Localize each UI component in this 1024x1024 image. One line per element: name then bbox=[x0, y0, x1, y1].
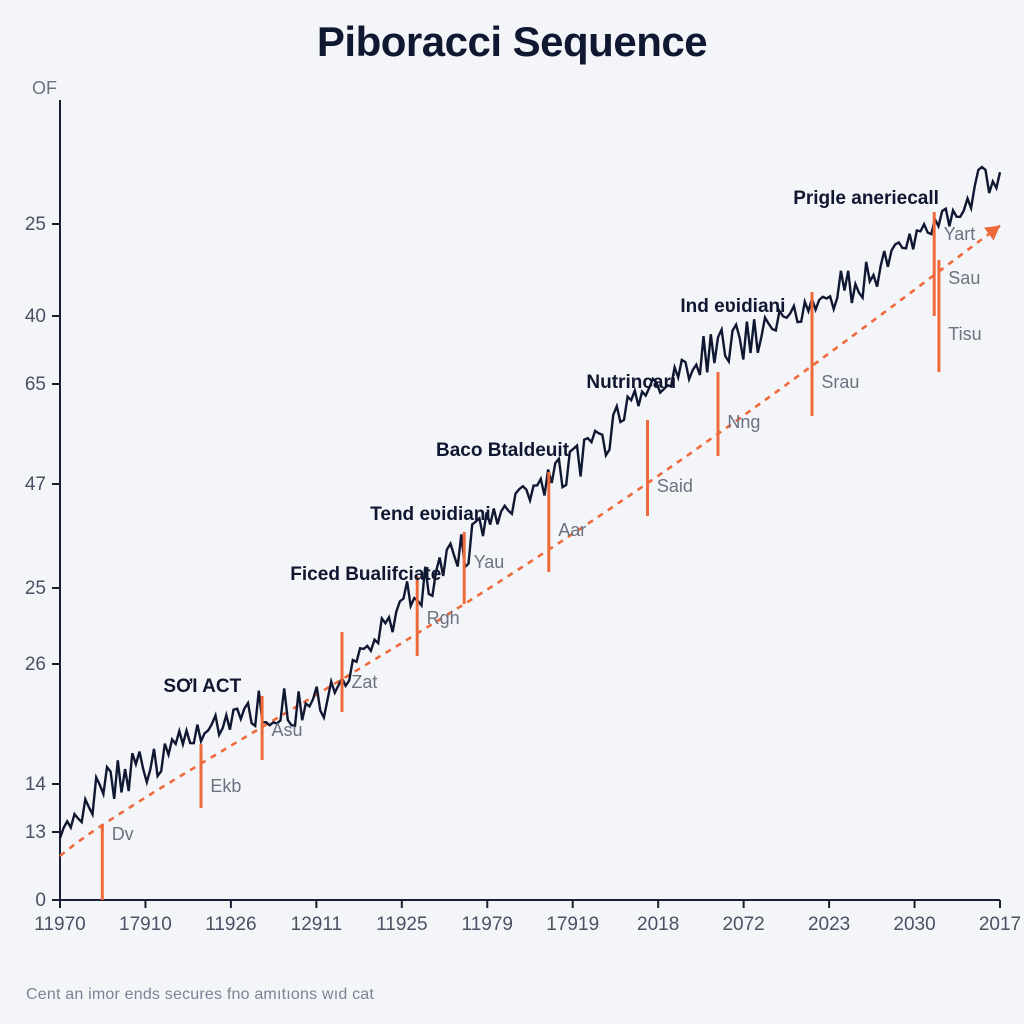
y-tick: 26 bbox=[25, 654, 46, 675]
x-tick: 2018 bbox=[637, 914, 679, 935]
x-tick: 11970 bbox=[34, 914, 85, 935]
marker-label: Nng bbox=[727, 412, 760, 432]
y-tick: 0 bbox=[35, 890, 46, 911]
marker-label: Said bbox=[657, 476, 693, 496]
marker-label: Yart bbox=[944, 224, 976, 244]
annotation-prigle: Prigle aneriecall bbox=[793, 188, 939, 209]
marker-label: Tisu bbox=[948, 324, 981, 344]
marker-label: Dv bbox=[112, 824, 134, 844]
marker-label: Srau bbox=[821, 372, 859, 392]
y-tick: 13 bbox=[25, 822, 46, 843]
x-tick: 2023 bbox=[808, 914, 850, 935]
trend-arrow bbox=[984, 226, 1000, 241]
y-tick: 47 bbox=[25, 474, 46, 495]
x-tick: 17910 bbox=[119, 914, 172, 935]
annotation-soi: SƠI ACT bbox=[163, 676, 241, 697]
sequence-chart: 0 13 14 26 25 47 65 40 25 11970 17910 11926 12911 119… bbox=[0, 80, 1024, 960]
x-tick: 12911 bbox=[291, 914, 342, 935]
annotation-ficed: Ficed Bualifciate bbox=[290, 564, 441, 585]
chart-title: Piboracci Sequence bbox=[0, 0, 1024, 66]
x-tick: 11979 bbox=[462, 914, 513, 935]
x-tick: 2072 bbox=[722, 914, 764, 935]
x-tick: 11925 bbox=[376, 914, 427, 935]
marker-label: Sau bbox=[948, 268, 980, 288]
y-tick: 65 bbox=[25, 374, 46, 395]
annotation-tend: Tend eʋidiani bbox=[370, 504, 491, 525]
marker-label: Ekb bbox=[210, 776, 241, 796]
marker-label: Asu bbox=[272, 720, 303, 740]
marker-label: Zat bbox=[351, 672, 377, 692]
y-tick: 14 bbox=[25, 774, 47, 795]
y-tick: 25 bbox=[25, 578, 46, 599]
x-tick: 11926 bbox=[205, 914, 256, 935]
marker-label: Aar bbox=[558, 520, 586, 540]
annotation-ind: Ind eʋidiani bbox=[680, 296, 785, 317]
annotation-nutri: Nutrincari bbox=[586, 372, 676, 393]
x-tick: 2017 bbox=[979, 914, 1021, 935]
marker-label: Rgh bbox=[427, 608, 460, 628]
y-tick: 40 bbox=[25, 306, 46, 327]
marker-label: Yau bbox=[474, 552, 505, 572]
annotation-baco: Baco Btaldeuit bbox=[436, 440, 570, 461]
y-tick: 25 bbox=[25, 214, 46, 235]
x-tick: 2030 bbox=[893, 914, 935, 935]
series-line bbox=[60, 167, 1000, 838]
footnote-text: Cent an imor ends secures fno amıtıons w… bbox=[26, 986, 374, 1004]
x-tick: 17919 bbox=[546, 914, 599, 935]
